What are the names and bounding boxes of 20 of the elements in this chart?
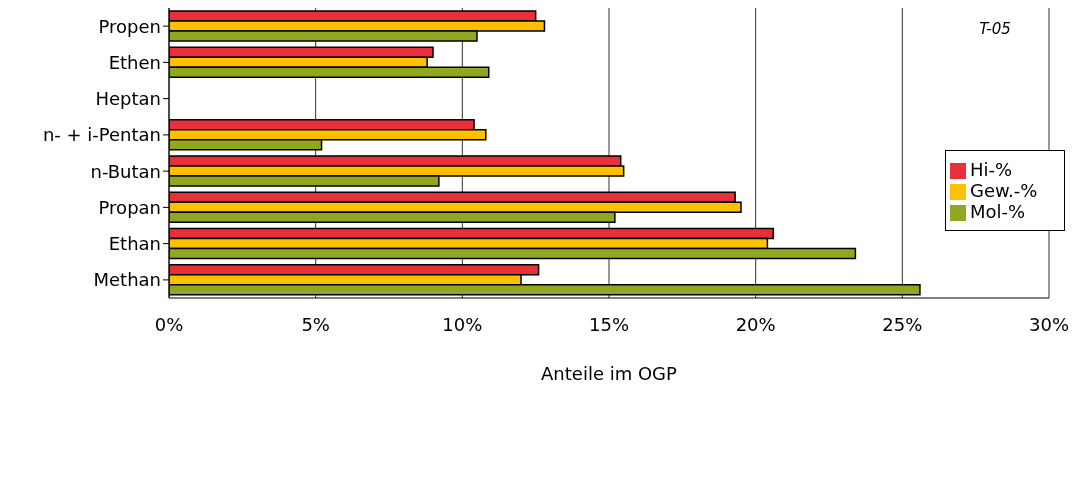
y-tick-label: Methan [93,269,161,291]
x-tick-label: 10% [442,313,483,335]
y-tick-label: n- + i-Pentan [42,124,161,146]
legend-label: Hi-% [970,159,1013,180]
x-axis-title: Anteile im OGP [541,363,678,384]
y-tick-label: Ethen [108,51,161,73]
legend-label: Gew.-% [970,180,1038,201]
y-tick-label: Propan [98,196,161,218]
x-tick-label: 20% [735,313,776,335]
x-tick-label: 15% [588,313,630,335]
x-tick-label: 0% [154,313,184,335]
x-tick-label: 25% [882,313,923,335]
annotation: T-05 [978,20,1012,38]
legend-label: Mol-% [970,201,1026,222]
y-tick-label: n-Butan [90,160,161,182]
x-tick-label: 30% [1028,313,1070,335]
y-tick-label: Propen [98,15,161,37]
x-tick-label: 5% [301,313,330,335]
y-tick-label: Heptan [95,88,161,110]
y-tick-label: Ethan [108,233,161,255]
